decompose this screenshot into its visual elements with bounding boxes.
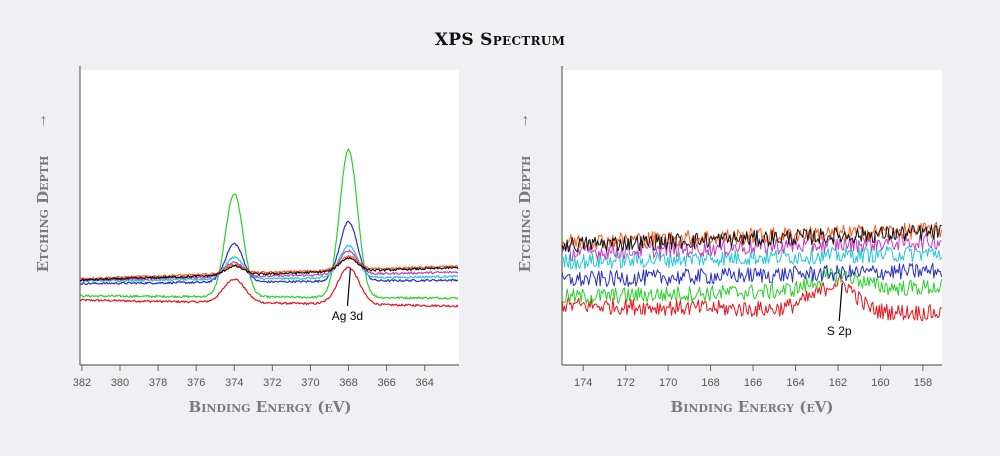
series-cyan [79,244,459,283]
x-tick-label: 168 [701,377,719,389]
x-tick-label: 166 [744,377,762,389]
x-tick-label: 378 [149,377,167,389]
x-tick-label: 370 [301,377,319,389]
x-tick-label: 160 [871,377,889,389]
plot-area [80,70,459,365]
x-tick-label: 374 [225,377,243,389]
series-cyan [561,245,943,270]
x-tick-label: 380 [111,377,129,389]
series-red [561,274,942,322]
x-tick-label: 174 [574,377,592,389]
x-tick-label: 158 [914,377,932,389]
xlabel-left: Binding Energy (eV) [188,398,352,416]
series-green [561,267,943,304]
x-tick-label: 164 [786,377,804,389]
series-red [79,266,459,308]
plot-area [562,70,942,365]
series-black [561,224,942,253]
annotation-label: Ag 3d [332,309,363,323]
x-tick-label: 376 [187,377,205,389]
x-tick-label: 364 [416,377,434,389]
x-tick-label: 162 [829,377,847,389]
chart-title: XPS Spectrum [434,30,566,50]
series-green [79,148,459,300]
x-tick-label: 368 [339,377,357,389]
annotation-leader [346,267,352,307]
x-tick-label: 170 [659,377,677,389]
series-orange [79,254,459,280]
series-blue [561,262,943,288]
xlabel-right: Binding Energy (eV) [670,398,834,416]
x-tick-label: 172 [617,377,635,389]
x-tick-label: 366 [377,377,395,389]
series-magenta [79,249,459,282]
annotation-leader [838,282,843,322]
series-black [79,256,459,282]
annotation-label: S 2p [827,324,852,338]
series-blue [79,220,459,286]
x-tick-label: 372 [263,377,281,389]
x-tick-label: 382 [73,377,91,389]
series-magenta [561,232,942,262]
